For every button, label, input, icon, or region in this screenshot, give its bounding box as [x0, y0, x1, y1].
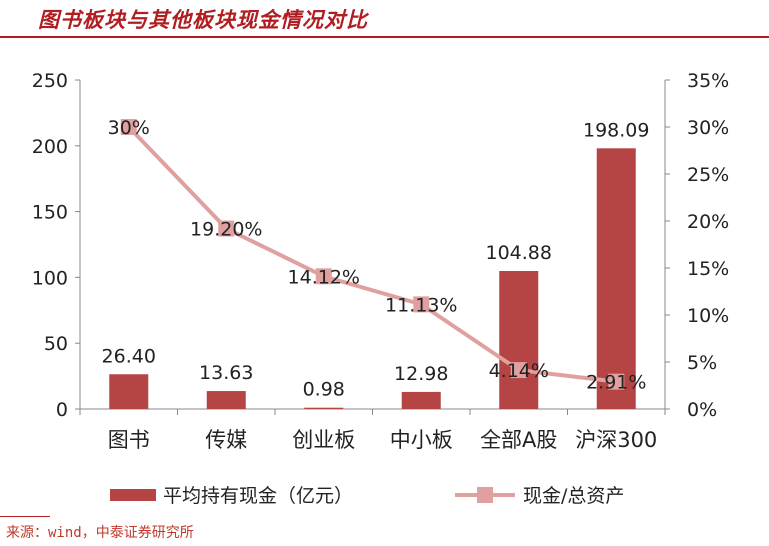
right-tick-label: 0% — [687, 399, 717, 421]
chart: 0 50 100 150 200 250 0% 5% 10% 15% 20% 25% 30% 35% 图书 传… — [32, 70, 730, 507]
bar — [304, 407, 344, 409]
legend-label-bar: 平均持有现金（亿元） — [163, 485, 353, 507]
bar — [206, 391, 246, 409]
left-tick-label: 200 — [32, 136, 68, 158]
bar-data-label: 104.88 — [486, 242, 552, 264]
legend-swatch-marker — [477, 487, 493, 503]
page-title: 图书板块与其他板块现金情况对比 — [38, 7, 368, 32]
right-tick-label: 5% — [687, 352, 717, 374]
x-tick-label: 沪深300 — [575, 428, 657, 452]
line-data-label: 4.14% — [489, 360, 549, 382]
x-tick-label: 图书 — [108, 428, 150, 452]
legend-label-line: 现金/总资产 — [523, 485, 624, 507]
right-tick-label: 30% — [687, 117, 729, 139]
right-tick-label: 15% — [687, 258, 729, 280]
left-tick-label: 250 — [32, 70, 68, 92]
title-rule — [0, 36, 769, 38]
line-point — [608, 373, 625, 390]
bar-data-label: 26.40 — [102, 345, 156, 367]
line-point — [218, 220, 235, 237]
bar — [401, 391, 441, 409]
x-tick-label: 中小板 — [390, 428, 453, 452]
bar-data-label: 0.98 — [303, 379, 345, 401]
source-note: 来源：wind，中泰证券研究所 — [6, 525, 194, 541]
right-tick-label: 35% — [687, 70, 729, 92]
bar-data-label: 12.98 — [394, 363, 448, 385]
x-tick-label: 创业板 — [292, 428, 355, 452]
bar — [109, 374, 149, 409]
line-data-label: 14.12% — [288, 266, 360, 288]
line-point — [413, 296, 430, 313]
x-tick-label: 传媒 — [205, 428, 247, 452]
line-data-label: 30% — [108, 117, 150, 139]
left-tick-label: 150 — [32, 202, 68, 224]
bar-data-label: 13.63 — [199, 362, 253, 384]
left-tick-label: 50 — [44, 333, 68, 355]
line-point — [510, 362, 527, 379]
line-data-label: 19.20% — [190, 219, 262, 241]
left-tick-label: 0 — [56, 399, 68, 421]
footer-rule — [0, 516, 50, 517]
line-point — [120, 119, 137, 135]
right-tick-label: 25% — [687, 164, 729, 186]
bar-data-label: 198.09 — [583, 119, 649, 141]
bar — [499, 270, 539, 409]
legend-swatch-bar — [110, 489, 156, 501]
bar — [596, 148, 636, 410]
line-data-label: 11.13% — [385, 294, 457, 316]
line-point — [315, 268, 332, 285]
right-tick-label: 10% — [687, 305, 729, 327]
x-tick-label: 全部A股 — [480, 428, 557, 452]
right-tick-label: 20% — [687, 211, 729, 233]
series-line — [127, 125, 617, 384]
left-tick-label: 100 — [32, 267, 68, 289]
line-data-label: 2.91% — [586, 372, 646, 394]
